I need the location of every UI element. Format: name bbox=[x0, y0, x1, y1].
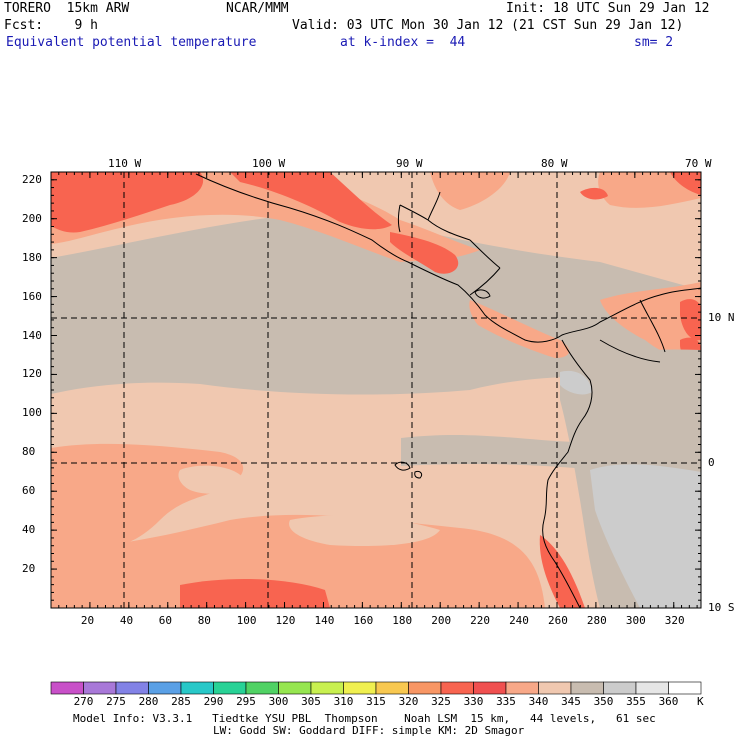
level-label: at k-index = 44 bbox=[340, 35, 466, 50]
x-tick-label: 120 bbox=[275, 614, 296, 627]
smoothing-label: sm= 2 bbox=[634, 35, 674, 50]
forecast-hour: Fcst: 9 h bbox=[4, 18, 98, 33]
latitude-label: 0 bbox=[708, 456, 715, 469]
x-tick-label: 20 bbox=[80, 614, 95, 627]
model-title: TORERO 15km ARW bbox=[4, 1, 130, 16]
colorbar-label: 290 bbox=[203, 695, 224, 708]
colorbar-swatch bbox=[148, 681, 182, 695]
x-tick-label: 160 bbox=[353, 614, 374, 627]
colorbar-label: 315 bbox=[366, 695, 386, 708]
y-tick-label: 100 bbox=[22, 406, 42, 420]
y-tick-label: 60 bbox=[22, 484, 36, 498]
longitude-label: 80 W bbox=[541, 157, 568, 170]
valid-time: Valid: 03 UTC Mon 30 Jan 12 (21 CST Sun … bbox=[292, 18, 684, 33]
colorbar-label: 360 bbox=[658, 695, 679, 708]
colorbar-label: 330 bbox=[463, 695, 484, 708]
colorbar-label: 300 bbox=[268, 695, 289, 708]
x-tick-label: 100 bbox=[236, 614, 257, 627]
theta-e-field bbox=[51, 172, 701, 608]
lat-lon-grid bbox=[51, 172, 701, 608]
colorbar-label: 320 bbox=[398, 695, 419, 708]
colorbar-swatch bbox=[668, 681, 702, 695]
colorbar-swatch bbox=[310, 681, 344, 695]
colorbar-unit: K bbox=[697, 695, 704, 708]
colorbar-swatch bbox=[50, 681, 84, 695]
x-tick-label: 80 bbox=[197, 614, 211, 627]
y-tick-label: 180 bbox=[22, 250, 42, 264]
longitude-label: 110 W bbox=[108, 157, 142, 170]
colorbar-label: 325 bbox=[431, 695, 451, 708]
x-tick-label: 320 bbox=[664, 614, 685, 627]
colorbar-swatch bbox=[375, 681, 409, 695]
colorbar-swatch bbox=[505, 681, 539, 695]
colorbar-swatch bbox=[213, 681, 247, 695]
y-tick-label: 40 bbox=[22, 523, 36, 537]
colorbar-swatch bbox=[635, 681, 669, 695]
colorbar-label: 350 bbox=[593, 695, 614, 708]
colorbar-swatch bbox=[180, 681, 214, 695]
model-info-line2: LW: Godd SW: Goddard DIFF: simple KM: 2D… bbox=[213, 724, 525, 737]
colorbar-swatch bbox=[408, 681, 442, 695]
y-tick-label: 200 bbox=[22, 211, 42, 225]
colorbar-label: 355 bbox=[626, 695, 646, 708]
x-tick-label: 220 bbox=[470, 614, 491, 627]
y-tick-label: 220 bbox=[22, 172, 42, 186]
x-tick-label: 260 bbox=[547, 614, 568, 627]
latitude-label: 10 N bbox=[708, 311, 735, 324]
x-tick-label: 300 bbox=[625, 614, 646, 627]
colorbar-label: 335 bbox=[496, 695, 516, 708]
colorbar-swatch bbox=[115, 681, 149, 695]
colorbar-label: 270 bbox=[73, 695, 94, 708]
axis-ticks bbox=[51, 172, 701, 608]
x-tick-label: 180 bbox=[392, 614, 413, 627]
model-info-line1: Model Info: V3.3.1 Tiedtke YSU PBL Thomp… bbox=[73, 712, 656, 725]
colorbar-label: 345 bbox=[561, 695, 581, 708]
colorbar-swatch bbox=[603, 681, 637, 695]
y-tick-label: 120 bbox=[22, 367, 42, 381]
colorbar-label: 340 bbox=[528, 695, 549, 708]
colorbar-label: 305 bbox=[301, 695, 321, 708]
colorbar-swatch bbox=[245, 681, 279, 695]
colorbar-swatch bbox=[538, 681, 572, 695]
x-tick-label: 200 bbox=[431, 614, 452, 627]
y-tick-label: 80 bbox=[22, 445, 36, 459]
colorbar-swatch bbox=[278, 681, 312, 695]
colorbar-label: 310 bbox=[333, 695, 354, 708]
longitude-label: 100 W bbox=[252, 157, 286, 170]
center-label: NCAR/MMM bbox=[226, 1, 289, 16]
colorbar-swatch bbox=[473, 681, 507, 695]
colorbar-swatch bbox=[343, 681, 377, 695]
y-tick-label: 140 bbox=[22, 328, 42, 342]
field-name: Equivalent potential temperature bbox=[6, 35, 257, 50]
colorbar-swatch bbox=[440, 681, 474, 695]
longitude-label: 90 W bbox=[396, 157, 423, 170]
x-tick-label: 280 bbox=[586, 614, 607, 627]
x-tick-label: 140 bbox=[314, 614, 335, 627]
y-tick-label: 20 bbox=[22, 562, 36, 576]
colorbar-label: 280 bbox=[138, 695, 159, 708]
x-tick-label: 40 bbox=[119, 614, 134, 627]
x-tick-label: 240 bbox=[509, 614, 529, 627]
colorbar bbox=[50, 681, 702, 695]
colorbar-label: 285 bbox=[171, 695, 191, 708]
colorbar-swatch bbox=[570, 681, 604, 695]
x-tick-label: 60 bbox=[158, 614, 173, 627]
longitude-label: 70 W bbox=[685, 157, 712, 170]
colorbar-label: 295 bbox=[236, 695, 256, 708]
latitude-label: 10 S bbox=[708, 601, 735, 614]
colorbar-label: 275 bbox=[106, 695, 126, 708]
colorbar-swatch bbox=[83, 681, 117, 695]
y-tick-label: 160 bbox=[22, 289, 42, 303]
init-time: Init: 18 UTC Sun 29 Jan 12 bbox=[506, 1, 710, 16]
